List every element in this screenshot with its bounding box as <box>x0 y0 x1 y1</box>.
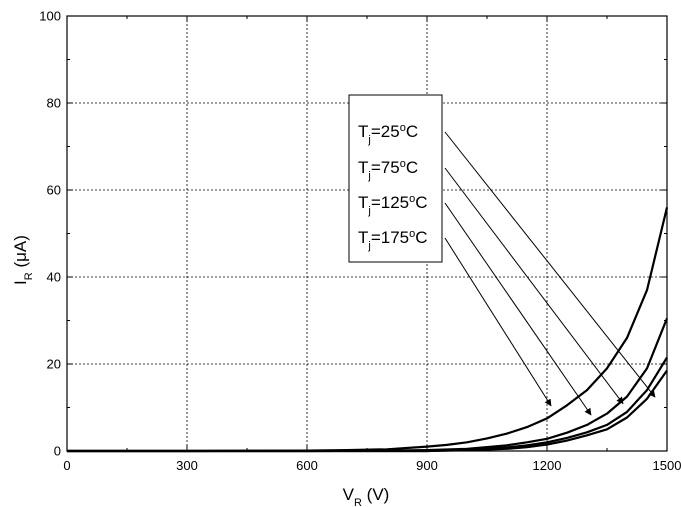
legend-entry: Tj=175oC <box>358 228 428 252</box>
x-tick-label: 600 <box>296 458 318 473</box>
legend-entry: Tj=75oC <box>358 158 418 182</box>
x-axis-title-unit: (V) <box>362 485 389 504</box>
y-tick-label: 40 <box>47 270 61 285</box>
x-tick-label: 1500 <box>653 458 681 473</box>
annotation-arrow <box>444 202 592 416</box>
y-tick-label: 20 <box>47 357 61 372</box>
annotation-arrow <box>444 167 624 405</box>
tick-labels: 0 300 600 900 1200 1500 0 20 40 60 80 100 <box>39 9 681 474</box>
y-tick-label: 0 <box>54 444 61 459</box>
x-axis-title-main: V <box>343 485 355 504</box>
series-line <box>67 317 669 453</box>
legend-entry: Tj=25oC <box>358 122 418 146</box>
y-axis-title-sub: R <box>23 272 35 280</box>
y-axis-title: IR (μA) <box>11 235 35 285</box>
x-axis-title: VR (V) <box>343 485 390 507</box>
x-tick-label: 300 <box>176 458 198 473</box>
series-line <box>67 207 669 453</box>
series-line <box>67 369 668 453</box>
legend-entry: Tj=125oC <box>358 193 428 217</box>
y-tick-label: 60 <box>47 183 61 198</box>
annotation-arrow <box>444 237 552 407</box>
x-axis-title-sub: R <box>354 497 362 507</box>
legend-box <box>348 94 443 263</box>
legend: Tj=25oC Tj=75oC Tj=125oC Tj=175oC <box>348 94 443 263</box>
x-tick-label: 900 <box>416 458 438 473</box>
x-tick-label: 1200 <box>533 458 562 473</box>
x-tick-label: 0 <box>63 458 70 473</box>
y-axis-title-main: I <box>11 280 30 285</box>
axis-ticks <box>66 15 668 452</box>
y-axis-title-unit: (μA) <box>11 235 30 272</box>
annotation-arrow <box>444 131 656 398</box>
y-tick-label: 100 <box>39 9 61 24</box>
annotation-arrows <box>444 131 656 416</box>
y-tick-label: 80 <box>47 96 61 111</box>
